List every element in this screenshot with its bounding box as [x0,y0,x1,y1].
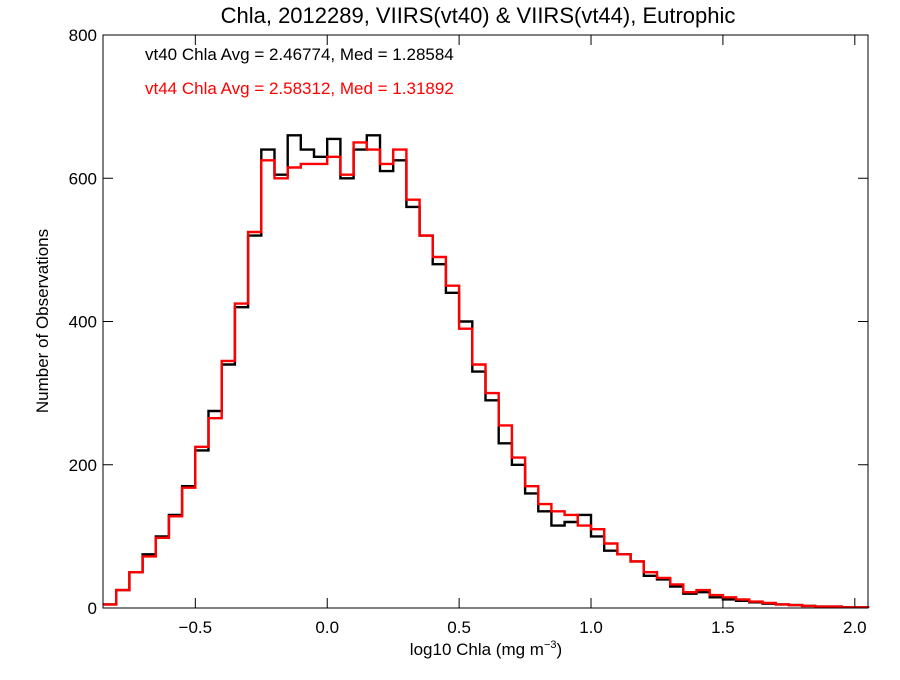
x-tick-label: 1.0 [579,618,603,637]
annotation-vt44-text: vt44 Chla Avg = 2.58312, Med = 1.31892 [145,79,454,98]
x-tick-label: 0.5 [447,618,471,637]
plot-frame [102,34,869,609]
x-axis-ticks: −0.5 0.0 0.5 1.0 1.5 2.0 [179,35,867,637]
y-axis-label: Number of Observations [33,229,52,413]
y-tick-label: 600 [69,169,97,188]
x-tick-label: −0.5 [179,618,213,637]
x-axis-label-superscript: −3 [544,639,557,651]
x-axis-label-main: log10 Chla (mg m [410,640,544,659]
x-tick-label: 0.0 [315,618,339,637]
chart-title: Chla, 2012289, VIIRS(vt40) & VIIRS(vt44)… [221,3,736,28]
annotation-vt44: vt44 Chla Avg = 2.58312, Med = 1.31892 [145,79,454,98]
y-tick-label: 200 [69,456,97,475]
x-axis-label-close: ) [557,640,563,659]
series-layer [103,134,870,609]
x-axis-label: log10 Chla (mg m−3) [410,639,562,659]
x-tick-label: 2.0 [843,618,867,637]
y-tick-label: 800 [69,26,97,45]
annotation-vt40: vt40 Chla Avg = 2.46774, Med = 1.28584 [145,45,454,64]
y-tick-label: 400 [69,313,97,332]
series-vt44-line [103,141,870,609]
annotation-vt40-text: vt40 Chla Avg = 2.46774, Med = 1.28584 [145,45,454,64]
y-axis-ticks: 0 200 400 600 800 [69,26,868,618]
y-tick-label: 0 [88,599,97,618]
x-tick-label: 1.5 [711,618,735,637]
